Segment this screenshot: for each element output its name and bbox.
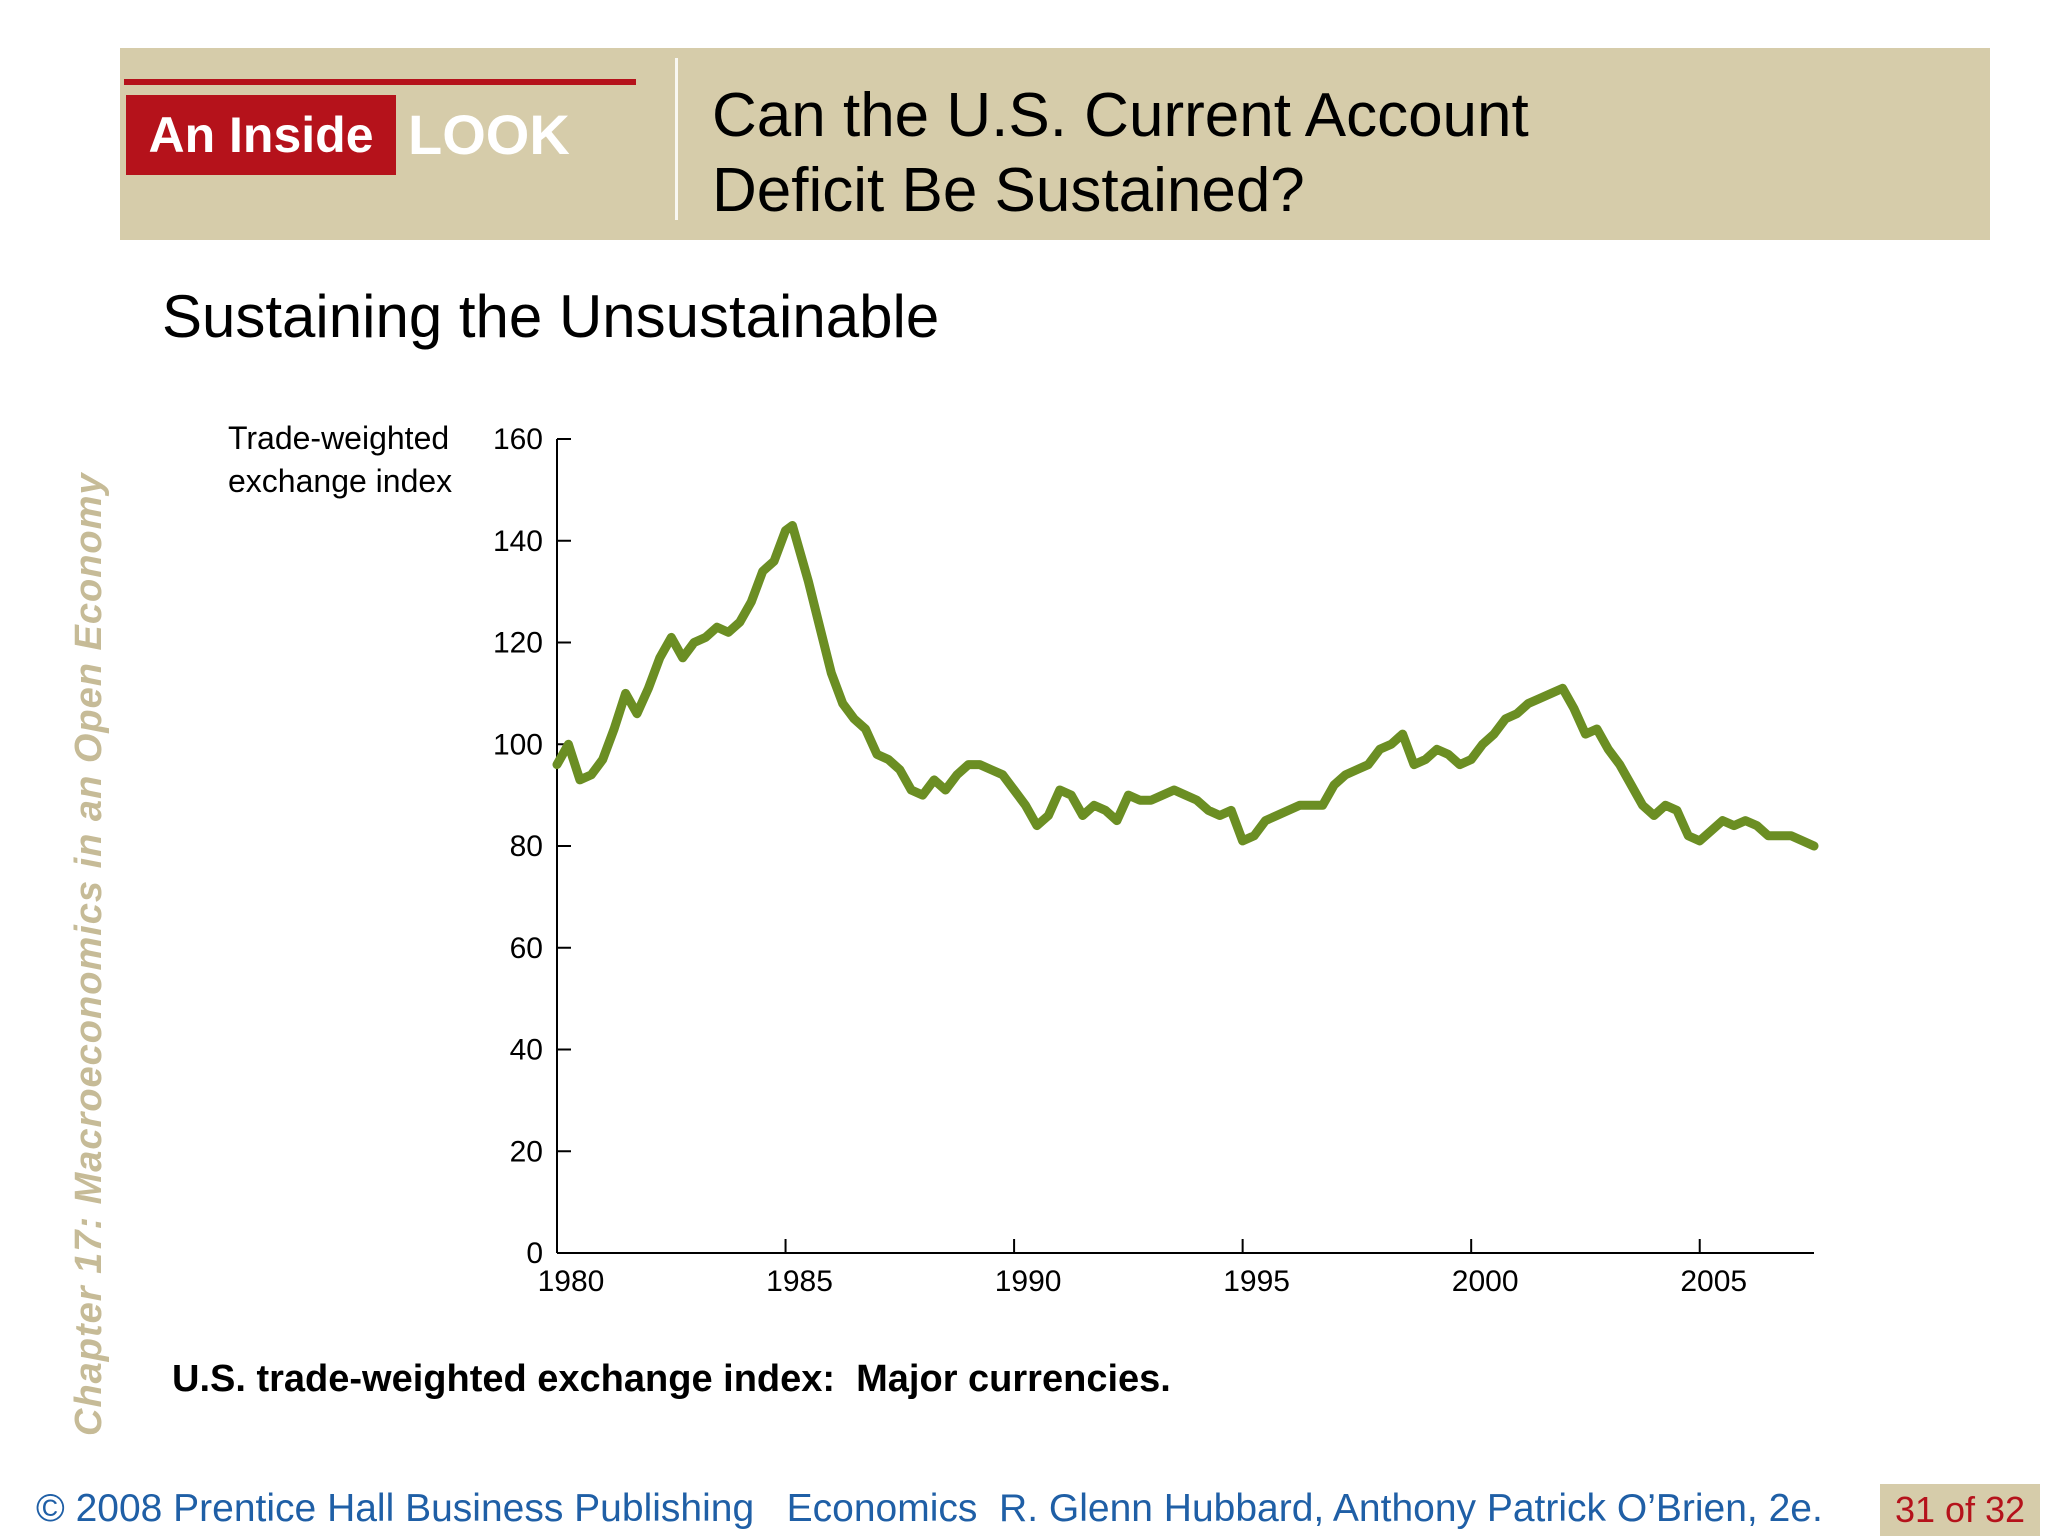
chart-caption: U.S. trade-weighted exchange index: Majo… (172, 1358, 1171, 1400)
y-tick-label: 60 (510, 932, 543, 965)
y-tick-label: 120 (493, 627, 543, 660)
x-tick-label: 2000 (1452, 1265, 1519, 1298)
y-tick-label: 140 (493, 525, 543, 558)
footer-copyright: © 2008 Prentice Hall Business Publishing… (36, 1487, 1823, 1530)
y-tick-label: 160 (493, 423, 543, 456)
slide-title-line-1: Can the U.S. Current Account (712, 81, 1529, 150)
x-tick-label: 1985 (766, 1265, 833, 1298)
y-tick-label: 20 (510, 1135, 543, 1168)
y-tick-label: 80 (510, 830, 543, 863)
slide-title: Can the U.S. Current Account Deficit Be … (712, 78, 1812, 228)
inside-look-word: LOOK (408, 103, 570, 166)
y-axis-label: exchange index (228, 463, 452, 499)
header-accent-line (124, 79, 636, 85)
x-tick-label: 1980 (538, 1265, 605, 1298)
x-tick-label: 1995 (1223, 1265, 1290, 1298)
slide-title-line-2: Deficit Be Sustained? (712, 156, 1305, 225)
page-number: 31 of 32 (1880, 1484, 2040, 1536)
x-tick-label: 2005 (1680, 1265, 1747, 1298)
y-axis-label: Trade-weighted (228, 420, 449, 456)
y-tick-label: 100 (493, 728, 543, 761)
exchange-index-line (552, 521, 1819, 851)
x-tick-label: 1990 (995, 1265, 1062, 1298)
y-tick-label: 40 (510, 1034, 543, 1067)
inside-look-badge: An Inside (126, 95, 396, 175)
y-tick-label: 0 (526, 1237, 543, 1270)
slide-subtitle: Sustaining the Unsustainable (162, 283, 940, 350)
header-divider (675, 58, 678, 220)
